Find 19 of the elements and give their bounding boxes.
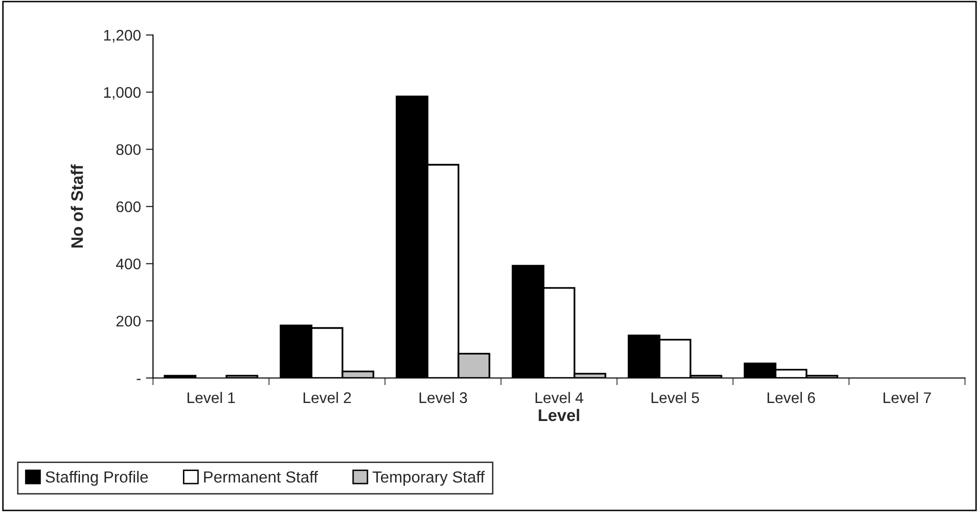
- x-tick-label: Level 7: [884, 392, 931, 404]
- x-tick-label: Level 6: [768, 392, 815, 404]
- x-axis-title: Level: [538, 408, 580, 422]
- y-tick-label: 1,000: [104, 87, 141, 100]
- legend-label: Temporary Staff: [372, 470, 485, 486]
- x-tick-label: Level 2: [304, 392, 351, 404]
- y-axis-title: No of Staff: [70, 164, 84, 248]
- y-tick-label: 1,200: [104, 30, 141, 42]
- y-tick-label: 200: [116, 316, 141, 327]
- y-tick-label: 600: [116, 201, 141, 212]
- x-tick-label: Level 1: [188, 392, 235, 404]
- y-tick-label: 400: [116, 258, 141, 270]
- x-tick-label: Level 4: [536, 392, 584, 404]
- legend-label: Permanent Staff: [204, 470, 318, 483]
- y-tick-label: -: [136, 378, 141, 380]
- legend-label: Staffing Profile: [46, 470, 148, 486]
- x-tick-label: Level 5: [652, 392, 699, 404]
- x-tick-label: Level 3: [420, 392, 467, 404]
- y-tick-label: 800: [116, 144, 141, 156]
